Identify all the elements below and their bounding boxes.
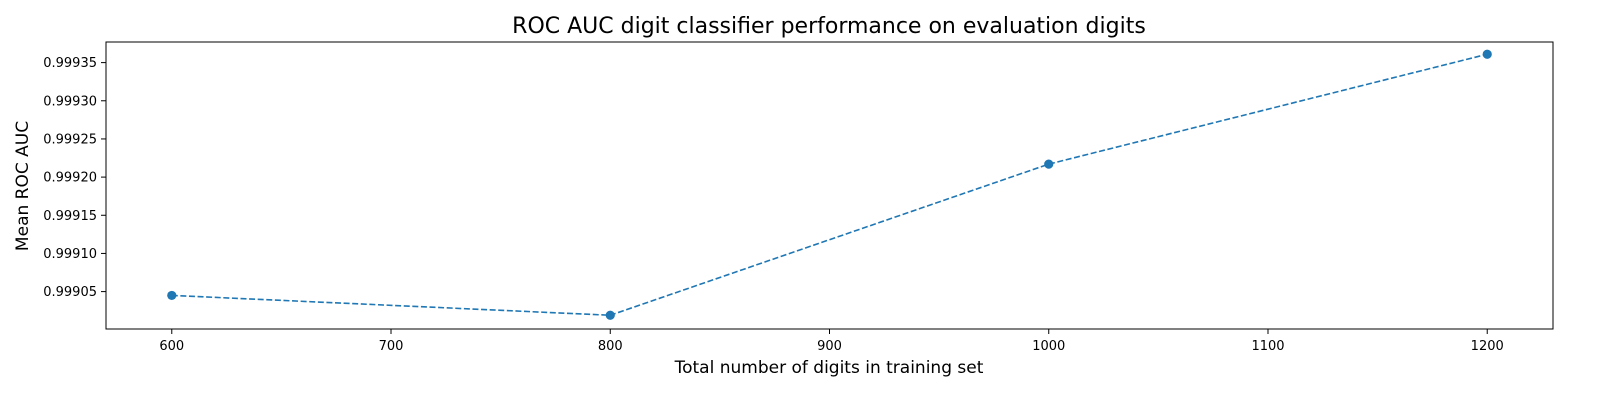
x-tick-label: 1000 [1032, 339, 1065, 354]
x-axis-ticks: 600 700 800 900 1000 1100 1200 [159, 329, 1504, 354]
y-tick-label: 0.99920 [43, 171, 97, 186]
plot-frame [105, 41, 1554, 330]
y-tick-label: 0.99915 [43, 209, 97, 224]
y-tick-label: 0.99925 [43, 132, 97, 147]
y-axis-ticks: 0.99905 0.99910 0.99915 0.99920 0.99925 0.999… [43, 56, 106, 300]
x-tick-label: 700 [379, 339, 404, 354]
data-point [605, 310, 615, 320]
y-axis-label: Mean ROC AUC [13, 121, 33, 251]
chart-title: ROC AUC digit classifier performance on … [512, 14, 1146, 39]
x-tick-label: 1200 [1471, 339, 1504, 354]
y-tick-label: 0.99935 [43, 56, 97, 71]
x-tick-label: 800 [598, 339, 623, 354]
data-point [167, 290, 177, 301]
x-axis-label: Total number of digits in training set [674, 358, 984, 378]
y-tick-label: 0.99910 [43, 247, 97, 262]
data-series [167, 49, 1492, 320]
x-tick-label: 900 [817, 339, 842, 354]
data-point [1482, 49, 1492, 59]
x-tick-label: 600 [159, 339, 184, 354]
y-tick-label: 0.99905 [43, 285, 97, 300]
series-line [171, 53, 1488, 317]
data-point [1044, 159, 1054, 169]
x-tick-label: 1100 [1251, 339, 1284, 354]
y-tick-label: 0.99930 [43, 94, 97, 109]
